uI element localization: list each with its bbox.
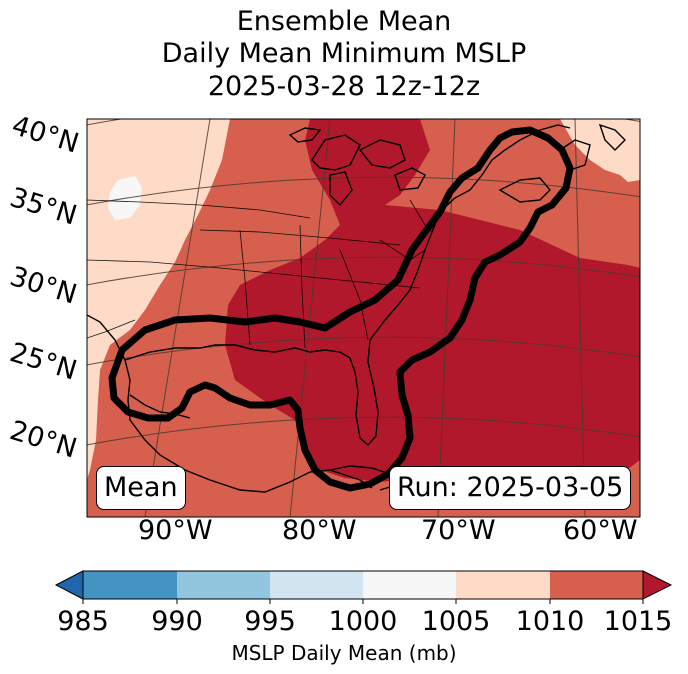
colorbar-tick-995: 995 — [244, 606, 296, 637]
colorbar-tick-1010: 1010 — [515, 606, 585, 637]
colorbar-990-995 — [177, 571, 270, 599]
colorbar-label: MSLP Daily Mean (mb) — [231, 641, 457, 665]
lon-label-90w: 90°W — [138, 515, 213, 546]
title-line-2: Daily Mean Minimum MSLP — [161, 38, 527, 69]
map-frame — [86, 118, 641, 518]
colorbar-under-arrow — [54, 570, 84, 600]
title-line-3: 2025-03-28 12z-12z — [207, 71, 481, 102]
colorbar-1010-1015 — [550, 571, 643, 599]
lon-label-70w: 70°W — [421, 515, 496, 546]
colorbar-1005-1010 — [456, 571, 550, 599]
colorbar-tick-1005: 1005 — [421, 606, 491, 637]
colorbar-tick-1015: 1015 — [603, 606, 673, 637]
pressure-field-above-1015 — [225, 119, 640, 482]
borders — [87, 199, 433, 349]
colorbar-tick-1000: 1000 — [328, 606, 398, 637]
colorbar-over-arrow — [642, 570, 673, 600]
colorbar-1000-1005 — [363, 571, 456, 599]
mean-label-box: Mean — [96, 466, 186, 510]
colorbar-tick-990: 990 — [151, 606, 203, 637]
colorbar-tick-985: 985 — [57, 606, 109, 637]
pressure-contour — [108, 126, 574, 492]
colorbar-995-1000 — [270, 571, 363, 599]
title-line-1: Ensemble Mean — [236, 6, 452, 37]
lon-label-80w: 80°W — [282, 515, 357, 546]
colorbar — [54, 570, 673, 604]
lon-label-60w: 60°W — [563, 515, 638, 546]
run-date-box: Run: 2025-03-05 — [389, 466, 632, 510]
colorbar-985-990 — [83, 571, 177, 599]
